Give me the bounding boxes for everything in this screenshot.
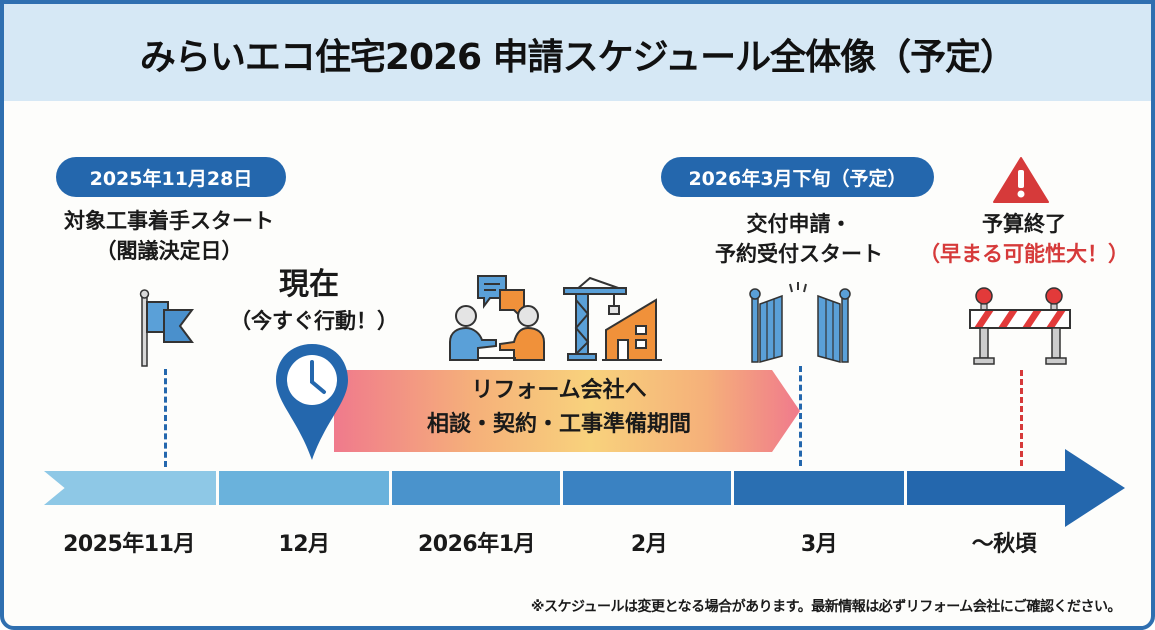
milestone-application-marker [799,366,802,466]
date-badge-application: 2026年3月下旬（予定） [661,157,934,197]
month-label-feb: 2月 [630,532,668,557]
milestone-budget-end-warning: （早まる可能性大！） [919,242,1129,266]
month-label-autumn: 〜秋頃 [971,532,1037,557]
timeline-segment-dec [219,471,389,505]
month-label-dec: 12月 [278,532,330,557]
roadblock-barrier-icon [969,287,1071,365]
period-band [334,370,800,452]
milestone-start-label: 対象工事着手スタート （閣議決定日） [34,206,304,266]
consultation-icon [449,275,545,361]
period-line2: 相談・契約・工事準備期間 [426,412,691,437]
open-gate-icon [749,282,851,363]
milestone-start-marker [164,369,167,467]
milestone-budget-end-marker [1020,370,1023,466]
month-label-mar: 3月 [800,532,838,557]
header-banner: みらいエコ住宅2026 申請スケジュール全体像（予定） [4,4,1151,101]
milestone-start-line2: （閣議決定日） [95,239,243,263]
construction-crane-house-icon [563,276,662,361]
milestone-start-line1: 対象工事着手スタート [64,209,274,233]
milestone-budget-end-label: 予算終了 （早まる可能性大！） [909,209,1139,269]
timeline-segment-mar [734,471,904,505]
date-badge-start: 2025年11月28日 [56,157,286,197]
month-label-jan-2026: 2026年1月 [417,532,536,557]
timeline-segment-jan [392,471,560,505]
now-sublabel: （今すぐ行動！） [230,309,398,333]
month-label-nov-2025: 2025年11月 [63,532,195,557]
page-title: みらいエコ住宅2026 申請スケジュール全体像（予定） [139,37,1016,78]
clock-pin-icon [276,344,348,460]
period-band-text: リフォーム会社へ 相談・契約・工事準備期間 [334,374,784,442]
milestone-application-label: 交付申請・ 予約受付スタート [684,209,914,269]
flag-icon [139,289,194,367]
milestone-budget-end-line1: 予算終了 [982,212,1066,236]
warning-triangle-icon [993,157,1049,203]
timeline-segment-feb [563,471,731,505]
period-line1: リフォーム会社へ [471,378,647,403]
timeline-arrow-head [907,449,1125,527]
footnote: ※スケジュールは変更となる場合があります。最新情報は必ずリフォーム会社にご確認く… [530,599,1122,615]
timeline-segment-nov [44,471,216,505]
now-label: 現在 [279,267,339,302]
milestone-application-line1: 交付申請・ [746,212,852,236]
milestone-application-line2: 予約受付スタート [715,242,883,266]
